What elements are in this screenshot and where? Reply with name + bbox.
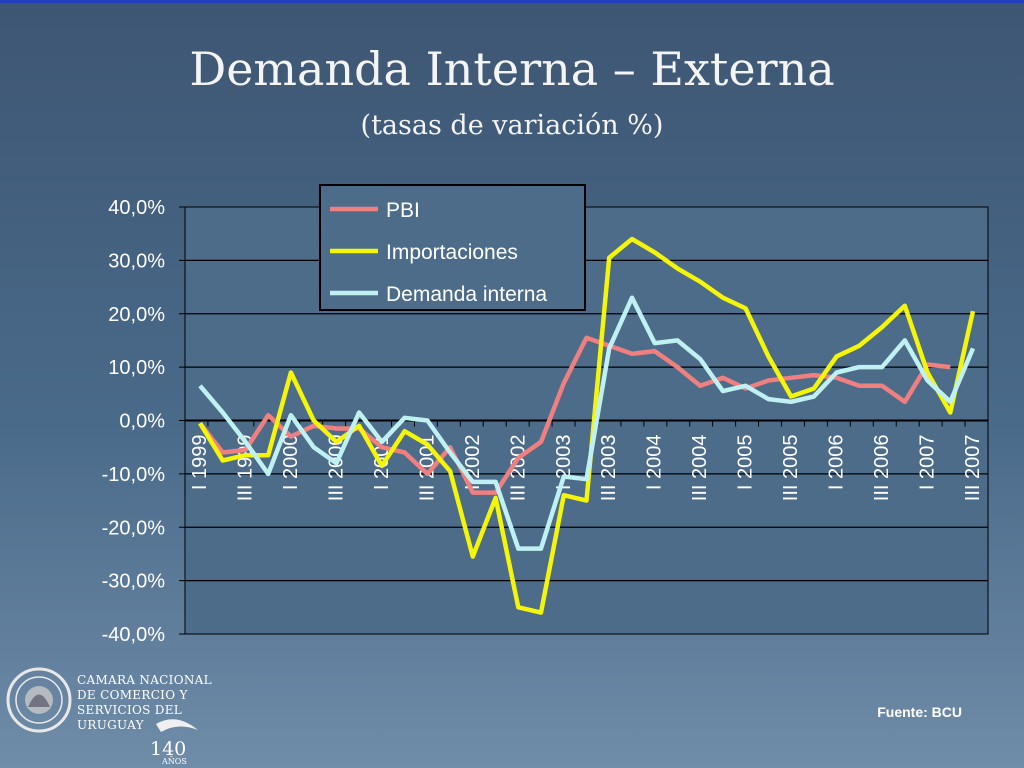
anniversary-label: AÑOS: [162, 757, 187, 766]
chamber-name-line: URUGUAY: [77, 718, 144, 732]
x-tick-label: III 2007: [962, 435, 984, 502]
x-tick-label: I 2000: [280, 435, 302, 491]
y-tick-label: 40,0%: [108, 197, 165, 219]
page-subtitle: (tasas de variación %): [360, 110, 664, 141]
x-tick-label: I 2005: [735, 435, 757, 491]
y-tick-label: 0,0%: [119, 411, 165, 433]
x-tick-label: I 2007: [917, 435, 939, 491]
series-line-importaciones: [198, 236, 976, 615]
source-note: Fuente: BCU: [877, 704, 962, 720]
x-tick-label: III 2002: [507, 435, 529, 502]
series-line-pbi: [198, 335, 951, 495]
legend: PBI Importaciones Demanda interna: [319, 184, 586, 311]
x-tick-label: I 2004: [644, 435, 666, 491]
y-tick-label: 30,0%: [108, 250, 165, 272]
y-tick-label: 10,0%: [108, 357, 165, 379]
series-line-demanda-interna: [198, 295, 976, 551]
legend-label-demanda-interna: Demanda interna: [386, 283, 547, 306]
y-tick-label: -40,0%: [102, 624, 166, 646]
top-rule: [0, 0, 1024, 3]
legend-box: [319, 184, 586, 311]
chamber-name: CAMARA NACIONAL DE COMERCIO Y SERVICIOS …: [77, 673, 212, 733]
y-tick-label: 20,0%: [108, 304, 165, 326]
x-tick-label: I 1999: [189, 435, 211, 491]
y-axis: 40,0% 30,0% 20,0% 10,0% 0,0% -10,0% -20,0% -30,…: [102, 197, 185, 646]
anniversary-years: 140: [150, 738, 187, 760]
chamber-name-line: CAMARA NACIONAL: [77, 673, 212, 687]
legend-label-importaciones: Importaciones: [386, 241, 518, 264]
page-title: Demanda Interna – Externa: [189, 42, 835, 96]
x-tick-label: III 2004: [689, 435, 711, 502]
x-tick-label: III 2003: [598, 435, 620, 502]
y-tick-label: -20,0%: [102, 517, 166, 539]
series-lines: [198, 236, 976, 615]
y-tick-label: -10,0%: [102, 464, 166, 486]
y-tick-label: -30,0%: [102, 571, 166, 593]
legend-label-pbi: PBI: [386, 199, 420, 222]
x-tick-label: III 2005: [780, 435, 802, 502]
chamber-logo-seal: [6, 667, 198, 733]
x-axis-labels: I 1999 III 1999 I 2000 III 2000 I 2001 III 20…: [189, 434, 984, 501]
chamber-name-line: DE COMERCIO Y: [77, 688, 188, 702]
x-tick-label: III 2006: [871, 435, 893, 502]
chamber-name-line: SERVICIOS DEL: [77, 703, 183, 717]
x-tick-label: I 2006: [826, 435, 848, 491]
